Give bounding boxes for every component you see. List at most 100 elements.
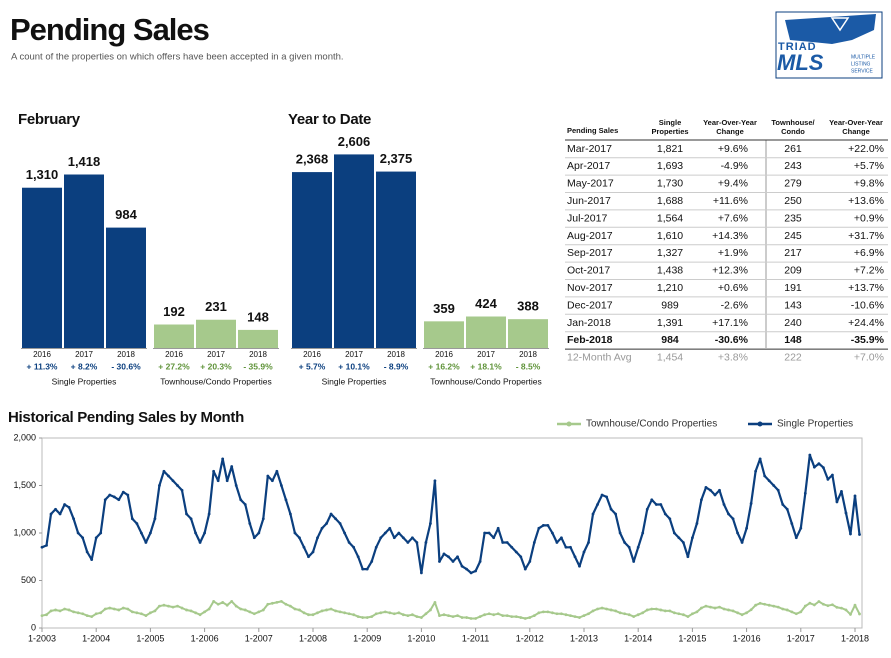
table-footer-cell: +7.0% bbox=[854, 352, 884, 364]
point bbox=[709, 605, 712, 609]
point bbox=[745, 611, 748, 615]
point bbox=[420, 571, 423, 575]
point bbox=[456, 555, 459, 559]
bar-value-label: 148 bbox=[247, 309, 269, 324]
point bbox=[356, 615, 360, 618]
point bbox=[207, 607, 211, 611]
point bbox=[130, 610, 134, 614]
point bbox=[374, 545, 378, 549]
point bbox=[587, 612, 590, 616]
point bbox=[541, 524, 545, 527]
change-label: - 35.9% bbox=[243, 361, 273, 371]
x-tick-label: 1-2018 bbox=[841, 633, 869, 643]
point bbox=[311, 613, 315, 617]
point bbox=[618, 611, 622, 615]
bar-value-label: 424 bbox=[475, 296, 497, 311]
table-cell: 1,564 bbox=[657, 212, 683, 224]
point bbox=[790, 522, 794, 525]
point bbox=[785, 507, 789, 511]
point bbox=[117, 608, 121, 612]
point bbox=[749, 502, 753, 505]
change-label: - 8.9% bbox=[384, 361, 409, 371]
point bbox=[537, 526, 541, 530]
point bbox=[67, 608, 71, 612]
point bbox=[781, 503, 785, 506]
year-label: 2017 bbox=[345, 350, 363, 359]
x-tick-label: 1-2007 bbox=[245, 633, 273, 643]
table-cell: -4.9% bbox=[721, 160, 748, 172]
x-tick-label: 1-2010 bbox=[407, 633, 435, 643]
point bbox=[745, 526, 748, 530]
bar-value-label: 388 bbox=[517, 299, 539, 314]
change-label: + 27.2% bbox=[158, 361, 190, 371]
point bbox=[284, 602, 288, 606]
point bbox=[225, 603, 229, 607]
table-cell: +13.6% bbox=[848, 195, 884, 207]
group-label: Townhouse/Condo Properties bbox=[160, 376, 272, 386]
point bbox=[528, 616, 532, 619]
table-cell: +7.2% bbox=[854, 265, 884, 277]
point bbox=[420, 616, 423, 619]
point bbox=[663, 609, 667, 613]
point bbox=[185, 512, 188, 516]
point bbox=[831, 603, 834, 607]
point bbox=[469, 571, 473, 575]
table-cell: +11.6% bbox=[713, 195, 748, 207]
year-label: 2018 bbox=[249, 350, 267, 359]
bar-value-label: 984 bbox=[115, 207, 137, 222]
table-cell: +14.3% bbox=[712, 230, 748, 242]
point bbox=[216, 602, 220, 606]
table-cell: 240 bbox=[784, 317, 802, 329]
point bbox=[821, 466, 825, 470]
point bbox=[623, 541, 627, 544]
point bbox=[239, 498, 243, 502]
table-cell: 217 bbox=[784, 247, 802, 259]
point bbox=[758, 601, 762, 605]
table-header: Single Properties bbox=[651, 118, 688, 136]
point bbox=[90, 558, 94, 561]
bar-value-label: 192 bbox=[163, 304, 185, 319]
point bbox=[858, 533, 861, 536]
point bbox=[307, 555, 310, 559]
point bbox=[158, 484, 161, 487]
change-label: - 8.5% bbox=[516, 361, 541, 371]
point bbox=[849, 532, 852, 536]
point bbox=[672, 531, 676, 535]
point bbox=[587, 541, 590, 544]
point bbox=[338, 522, 342, 525]
table-cell: +9.4% bbox=[718, 178, 748, 190]
point bbox=[293, 607, 297, 611]
table-cell: +24.4% bbox=[848, 317, 884, 329]
point bbox=[121, 606, 125, 610]
point bbox=[298, 536, 301, 540]
chart-title: Historical Pending Sales by Month bbox=[8, 409, 244, 426]
point bbox=[370, 615, 374, 618]
point bbox=[686, 555, 690, 559]
x-tick-label: 1-2014 bbox=[624, 633, 652, 643]
point bbox=[632, 560, 636, 563]
point bbox=[352, 613, 356, 617]
point bbox=[139, 531, 143, 535]
point bbox=[316, 611, 319, 615]
point bbox=[194, 611, 197, 615]
point bbox=[550, 611, 554, 615]
point bbox=[623, 612, 627, 616]
x-tick-label: 1-2017 bbox=[787, 633, 815, 643]
point bbox=[383, 531, 387, 535]
point bbox=[636, 613, 640, 617]
point bbox=[790, 610, 794, 614]
point bbox=[126, 493, 130, 497]
point bbox=[334, 609, 337, 613]
point bbox=[582, 550, 586, 554]
point bbox=[112, 495, 116, 499]
point bbox=[162, 603, 166, 607]
point bbox=[564, 545, 568, 549]
point bbox=[406, 614, 410, 618]
table-cell: 209 bbox=[784, 265, 802, 277]
point bbox=[754, 469, 758, 473]
point bbox=[826, 604, 830, 608]
table-footer-cell: 1,454 bbox=[657, 352, 683, 364]
point bbox=[438, 614, 441, 618]
point bbox=[560, 536, 563, 540]
point bbox=[844, 608, 848, 612]
